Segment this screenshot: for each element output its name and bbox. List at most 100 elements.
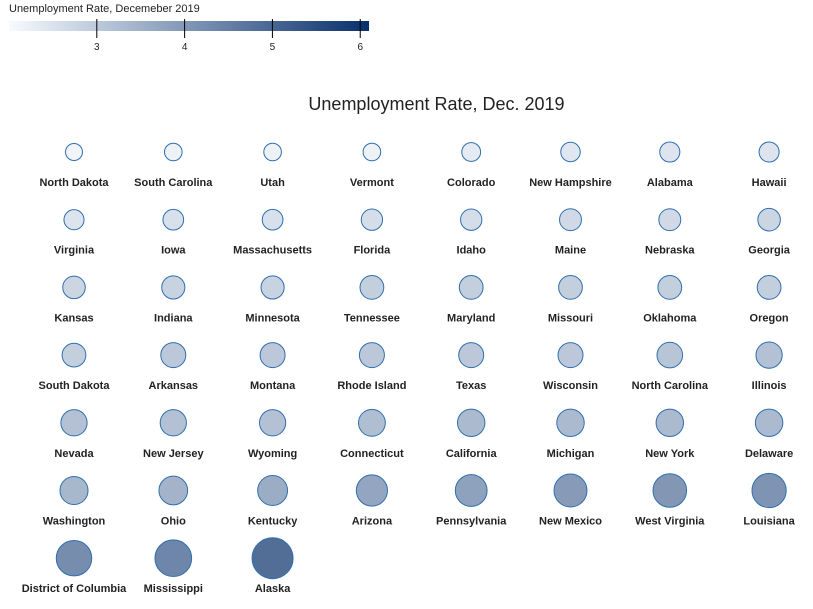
state-bubble[interactable] [652,473,688,508]
state-bubble[interactable] [261,208,284,231]
state-label: South Dakota [39,380,111,392]
state-bubble[interactable] [61,342,87,368]
state-bubble[interactable] [160,342,187,369]
state-label: Oregon [750,312,789,324]
state-bubble[interactable] [655,408,685,438]
legend-tick-label: 3 [94,42,100,53]
state-label: Wyoming [248,448,297,460]
state-bubble[interactable] [556,408,585,438]
state-bubble[interactable] [257,475,289,506]
state-bubble[interactable] [359,275,385,300]
state-label: Nebraska [645,245,695,257]
state-label: Illinois [752,380,787,392]
state-bubble[interactable] [360,208,384,231]
state-bubble[interactable] [659,141,681,163]
state-label: Missouri [548,312,593,324]
state-label: Colorado [447,177,496,189]
legend-tick-label: 5 [270,42,276,53]
state-label: West Virginia [635,516,705,528]
state-bubble[interactable] [362,142,382,162]
state-bubble[interactable] [559,208,582,232]
state-bubble[interactable] [65,143,83,161]
state-bubble[interactable] [258,409,287,437]
state-label: Iowa [161,245,186,257]
legend-title: Unemployment Rate, Decemeber 2019 [9,3,200,15]
state-label: Utah [260,177,285,189]
state-bubble[interactable] [460,208,483,231]
state-label: Ohio [161,516,186,528]
state-label: Vermont [350,177,394,189]
legend-ticks: 3 4 5 6 [94,19,363,53]
state-label: Delaware [745,448,793,460]
state-label: Michigan [547,448,595,460]
state-bubble[interactable] [456,408,486,438]
state-bubble[interactable] [161,275,186,300]
state-bubble[interactable] [163,142,183,162]
state-bubble[interactable] [557,342,584,369]
state-label: Arkansas [149,380,199,392]
legend-color-bar [9,21,369,31]
state-bubble[interactable] [461,142,482,162]
state-bubble[interactable] [560,141,581,163]
state-bubble[interactable] [458,342,485,369]
state-bubble[interactable] [757,207,781,232]
chart-title: Unemployment Rate, Dec. 2019 [308,94,565,114]
state-label: Montana [250,380,296,392]
legend-tick-label: 4 [182,42,188,53]
state-bubble[interactable] [251,537,294,580]
state-bubble[interactable] [63,209,85,231]
state-bubble[interactable] [754,408,784,438]
state-bubble[interactable] [159,409,187,437]
state-bubble[interactable] [751,472,787,509]
state-label: Nevada [54,448,94,460]
state-bubble[interactable] [656,341,684,369]
state-label: Oklahoma [643,312,697,324]
state-label: Texas [456,380,486,392]
state-bubble[interactable] [60,409,88,437]
state-bubble[interactable] [358,342,385,369]
state-label: Washington [43,516,106,528]
state-bubble[interactable] [162,208,185,231]
state-label: Hawaii [752,177,787,189]
state-label: North Carolina [632,380,709,392]
state-bubble[interactable] [657,275,683,300]
state-label: Rhode Island [337,380,406,392]
state-bubble[interactable] [158,475,189,506]
state-label: Alaska [255,583,291,595]
state-label: Alabama [647,177,694,189]
state-bubble[interactable] [758,141,780,163]
state-bubble[interactable] [55,539,93,577]
state-bubble[interactable] [260,275,285,300]
state-label: Idaho [457,245,487,257]
state-bubble[interactable] [658,208,682,232]
state-bubble[interactable] [357,408,386,437]
state-label: Pennsylvania [436,516,507,528]
state-label: Kansas [54,312,93,324]
state-label: Mississippi [144,583,203,595]
state-bubble[interactable] [756,275,782,300]
state-label: Georgia [748,245,790,257]
state-bubble[interactable] [755,341,783,369]
state-label: Arizona [352,516,393,528]
state-label: North Dakota [39,177,109,189]
state-bubble[interactable] [553,473,588,508]
state-bubble[interactable] [558,275,583,300]
state-bubble[interactable] [355,474,388,507]
state-bubble[interactable] [62,275,86,300]
state-label: Maryland [447,312,495,324]
state-bubble[interactable] [59,475,89,506]
state-bubble[interactable] [458,275,484,300]
state-label: Florida [354,245,392,257]
state-label: New Jersey [143,448,204,460]
state-bubble[interactable] [454,474,488,507]
state-bubble[interactable] [154,539,193,578]
state-label: Connecticut [340,448,404,460]
state-label: Massachusetts [233,245,312,257]
state-label: New Mexico [539,516,602,528]
state-bubble[interactable] [263,142,282,162]
state-bubble[interactable] [259,342,286,369]
state-label: New York [645,448,695,460]
state-label: District of Columbia [22,583,127,595]
state-label: Maine [555,245,586,257]
state-label: Indiana [154,312,193,324]
